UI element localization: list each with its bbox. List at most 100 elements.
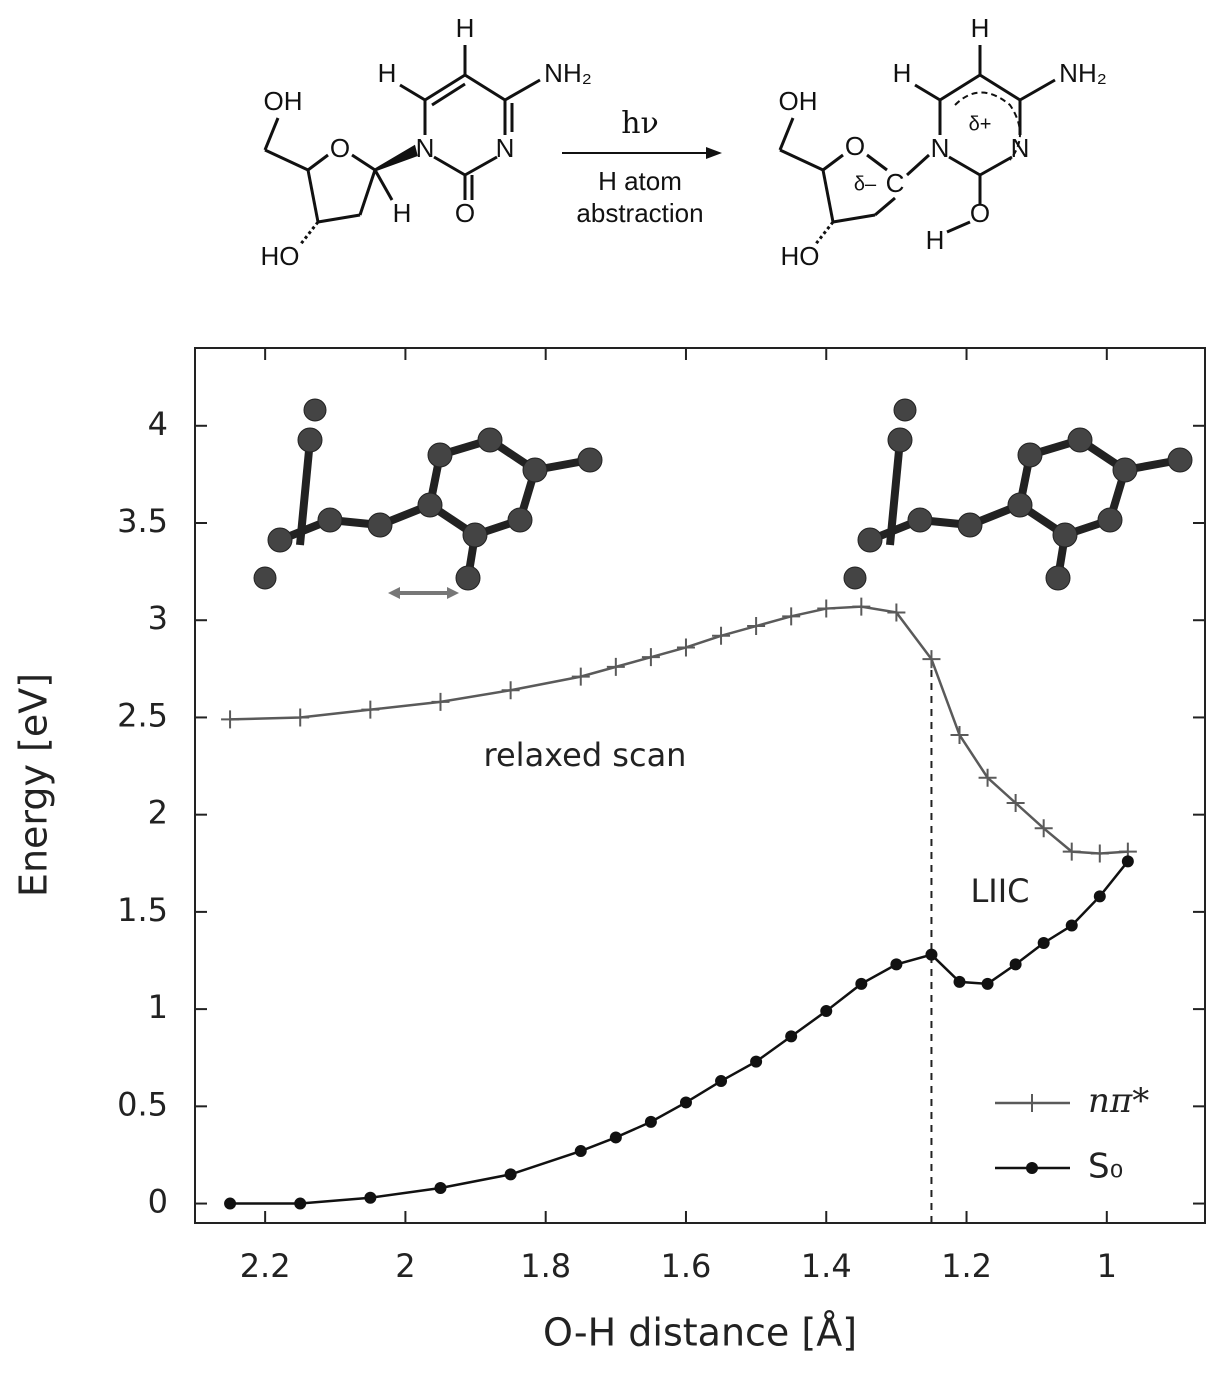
data-point: [294, 1197, 307, 1210]
data-point: [644, 1115, 657, 1128]
data-point: [606, 657, 625, 676]
molecule-left: [253, 398, 603, 591]
data-point: [925, 948, 938, 961]
data-point: [1006, 794, 1025, 812]
atom-label: O: [970, 198, 990, 228]
y-tick-label: 0.5: [117, 1085, 168, 1123]
data-point: [1121, 855, 1134, 868]
data-point: [504, 1168, 517, 1181]
annotation: LIIC: [970, 872, 1029, 910]
data-point: [715, 1075, 728, 1088]
atom-label: HO: [781, 241, 820, 271]
y-tick-label: 1: [148, 988, 168, 1026]
y-tick-label: 1.5: [117, 891, 168, 929]
data-point: [574, 1145, 587, 1158]
annotation: relaxed scan: [484, 736, 687, 774]
data-point: [224, 1197, 237, 1210]
y-axis-title: Energy [eV]: [12, 673, 56, 897]
data-point: [820, 1005, 833, 1018]
data-point: [817, 599, 836, 618]
data-point: [750, 1055, 763, 1068]
data-point: [855, 977, 868, 990]
data-point: [852, 597, 871, 616]
atom-label: δ+: [969, 113, 992, 135]
arrow-head: [388, 587, 400, 599]
series-line: [230, 605, 1128, 855]
legend-label: nπ*: [1088, 1081, 1149, 1121]
legend-marker: [1023, 1094, 1041, 1112]
data-point: [571, 667, 590, 686]
y-tick-label: 3.5: [117, 502, 168, 540]
data-point: [609, 1131, 622, 1144]
atom-label: H: [378, 58, 397, 88]
x-tick-label: 1.2: [941, 1247, 992, 1285]
data-point: [221, 710, 240, 729]
reactant-bonds: [263, 45, 541, 246]
data-point: [978, 768, 997, 787]
atom-label: H: [893, 58, 912, 88]
product-bonds: [778, 45, 1056, 246]
data-point: [1009, 958, 1022, 971]
atom-label: N: [496, 133, 515, 163]
y-tick-label: 4: [148, 405, 168, 443]
arrow-label: H atom: [598, 166, 682, 196]
atom-label: N: [1011, 133, 1030, 163]
atom-label: HO: [261, 241, 300, 271]
atom-label: δ–: [854, 173, 877, 195]
x-tick-label: 2: [395, 1247, 415, 1285]
x-axis-title: O-H distance [Å]: [543, 1311, 857, 1355]
data-point: [747, 617, 766, 636]
x-tick-label: 1: [1097, 1247, 1117, 1285]
x-tick-label: 1.6: [661, 1247, 712, 1285]
data-point: [361, 700, 380, 719]
y-tick-label: 2: [148, 794, 168, 832]
data-point: [364, 1191, 377, 1204]
atom-label: NH₂: [544, 58, 592, 88]
plot-frame: [194, 347, 1206, 1224]
y-tick-label: 0: [148, 1183, 168, 1221]
atom-label: OH: [779, 86, 818, 116]
data-point: [1062, 842, 1081, 861]
arrow-head: [706, 147, 722, 159]
data-point: [953, 975, 966, 988]
data-point: [887, 603, 906, 622]
data-point: [950, 725, 969, 744]
data-point: [782, 607, 801, 626]
data-point: [501, 681, 520, 700]
data-point: [981, 977, 994, 990]
data-point: [1090, 844, 1109, 863]
data-point: [291, 708, 310, 727]
delocalization-arc: [954, 91, 1021, 161]
data-point: [922, 650, 941, 669]
legend-marker: [1026, 1162, 1038, 1174]
arrow-label: abstraction: [576, 198, 703, 228]
atom-label: O: [330, 133, 350, 163]
data-point: [1093, 890, 1106, 903]
atom-label: H: [971, 13, 990, 43]
atom-label: OH: [264, 86, 303, 116]
arrow-label: hν: [621, 106, 659, 141]
series-line: [230, 860, 1129, 1205]
data-point: [676, 638, 695, 657]
y-tick-label: 2.5: [117, 696, 168, 734]
data-point: [641, 648, 660, 667]
data-point: [890, 958, 903, 971]
data-point: [785, 1030, 798, 1043]
atom-label: N: [416, 133, 435, 163]
x-tick-label: 1.4: [801, 1247, 852, 1285]
atom-label: H: [456, 13, 475, 43]
atom-label: H: [393, 198, 412, 228]
data-point: [1065, 919, 1078, 932]
atom-label: O: [455, 198, 475, 228]
atom-label: H: [926, 225, 945, 255]
y-tick-label: 3: [148, 599, 168, 637]
data-point: [679, 1096, 692, 1109]
data-point: [1037, 937, 1050, 949]
data-point: [434, 1182, 447, 1194]
x-tick-label: 1.8: [520, 1247, 571, 1285]
arrow-head: [447, 587, 459, 599]
x-tick-label: 2.2: [240, 1247, 291, 1285]
molecule-right: [843, 398, 1193, 591]
